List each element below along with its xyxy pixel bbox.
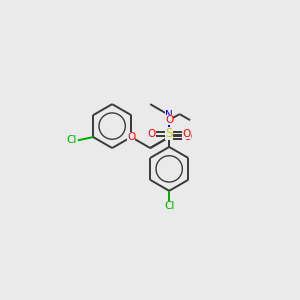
Text: Cl: Cl [164, 201, 174, 211]
Text: O: O [147, 129, 155, 139]
Text: O: O [183, 129, 191, 139]
Text: S: S [166, 127, 173, 140]
Text: O: O [165, 115, 173, 125]
Text: N: N [165, 110, 173, 120]
Text: Cl: Cl [66, 135, 76, 146]
Text: O: O [183, 132, 192, 142]
Text: O: O [127, 132, 135, 142]
